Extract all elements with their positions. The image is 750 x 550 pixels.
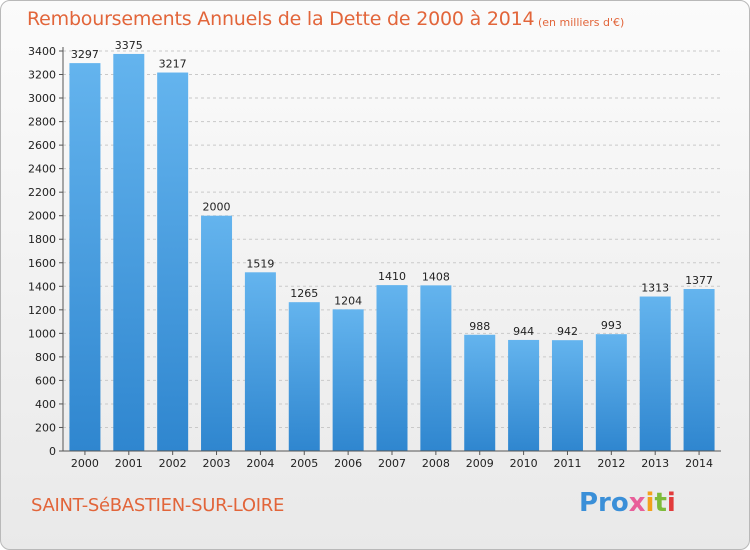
y-tick-label: 0 [49, 445, 56, 458]
bar-value-label: 988 [469, 320, 490, 333]
y-tick-label: 1800 [28, 233, 56, 246]
proxiti-logo: Proxiti [579, 488, 676, 518]
y-tick-label: 2800 [28, 116, 56, 129]
bar [288, 302, 320, 451]
city-name: SAINT-SéBASTIEN-SUR-LOIRE [31, 495, 285, 516]
y-tick-label: 3400 [28, 45, 56, 58]
bar [69, 63, 101, 451]
bar [332, 309, 364, 451]
bar-value-label: 1313 [641, 282, 669, 295]
bar-value-label: 993 [601, 319, 622, 332]
bar [683, 289, 715, 451]
y-tick-label: 200 [35, 421, 56, 434]
y-tick-label: 2600 [28, 139, 56, 152]
y-tick-label: 1200 [28, 304, 56, 317]
bar-value-label: 1519 [246, 257, 274, 270]
x-tick-label: 2000 [71, 457, 99, 470]
x-tick-label: 2011 [553, 457, 581, 470]
x-tick-label: 2004 [246, 457, 274, 470]
x-tick-label: 2001 [115, 457, 143, 470]
x-tick-label: 2005 [290, 457, 318, 470]
y-tick-label: 600 [35, 374, 56, 387]
x-tick-label: 2007 [378, 457, 406, 470]
chart-title: Remboursements Annuels de la Dette de 20… [27, 8, 535, 30]
y-tick-label: 2200 [28, 186, 56, 199]
y-tick-label: 400 [35, 398, 56, 411]
y-tick-label: 1600 [28, 257, 56, 270]
bar [376, 285, 408, 451]
x-tick-label: 2014 [685, 457, 713, 470]
x-tick-label: 2010 [510, 457, 538, 470]
bar-value-label: 1408 [422, 270, 450, 283]
bar [551, 340, 583, 451]
bar-value-label: 944 [513, 325, 534, 338]
bar-value-label: 1204 [334, 294, 362, 307]
x-tick-label: 2002 [159, 457, 187, 470]
bar [595, 334, 627, 451]
x-tick-label: 2012 [597, 457, 625, 470]
x-tick-label: 2008 [422, 457, 450, 470]
bar [639, 296, 671, 451]
x-tick-label: 2013 [641, 457, 669, 470]
y-tick-label: 1000 [28, 327, 56, 340]
y-tick-label: 3000 [28, 92, 56, 105]
bar-value-label: 2000 [203, 201, 231, 214]
bar-value-label: 1265 [290, 287, 318, 300]
x-tick-label: 2006 [334, 457, 362, 470]
y-tick-label: 1400 [28, 280, 56, 293]
bar-value-label: 1377 [685, 274, 713, 287]
y-tick-label: 800 [35, 351, 56, 364]
bar-value-label: 3297 [71, 48, 99, 61]
bar [201, 215, 233, 451]
bar [420, 285, 452, 451]
bar [244, 272, 276, 451]
bar-value-label: 3217 [159, 58, 187, 71]
x-tick-label: 2009 [466, 457, 494, 470]
bar-value-label: 1410 [378, 270, 406, 283]
bar [464, 334, 496, 451]
bar [157, 72, 189, 451]
y-tick-label: 3200 [28, 69, 56, 82]
bar-value-label: 942 [557, 325, 578, 338]
bar-value-label: 3375 [115, 39, 143, 52]
bar [113, 53, 145, 452]
x-tick-label: 2003 [203, 457, 231, 470]
chart-subtitle: (en milliers d'€) [538, 16, 625, 29]
y-tick-label: 2400 [28, 163, 56, 176]
bar [508, 339, 540, 451]
y-tick-label: 2000 [28, 210, 56, 223]
